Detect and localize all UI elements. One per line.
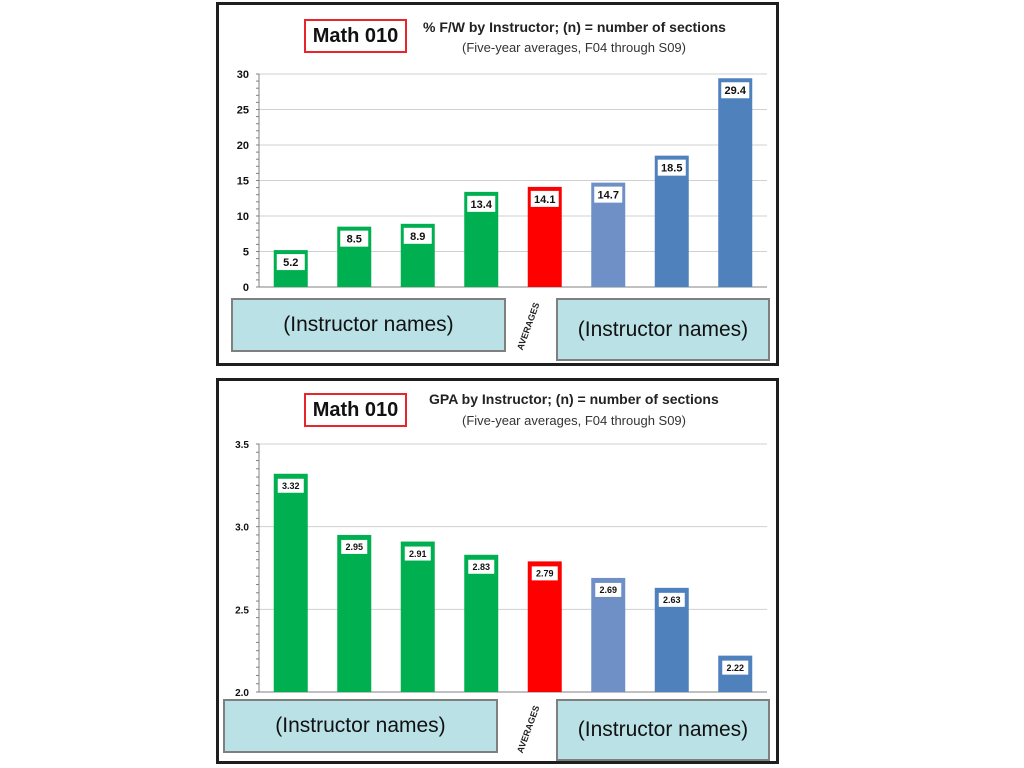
data-label-box xyxy=(719,80,752,101)
data-label: 2.69 xyxy=(599,585,617,595)
chart-subtitle: (Five-year averages, F04 through S09) xyxy=(462,413,686,428)
data-label-box xyxy=(339,537,370,556)
data-label-box xyxy=(529,564,560,583)
fw-bar-chart: 0 5 10 15 20 25 30 5.2 8.5 8.9 13.4 14.1 14.7 18.5 29.… xyxy=(237,69,767,294)
bar xyxy=(464,554,499,692)
data-label-box xyxy=(593,580,624,599)
data-label: 14.1 xyxy=(534,194,555,206)
y-tick-label: 10 xyxy=(237,211,249,223)
chart-title: % F/W by Instructor; (n) = number of sec… xyxy=(423,19,726,35)
y-tick-label: 2.5 xyxy=(235,605,249,616)
left-instructor-names-box: (Instructor names) xyxy=(231,298,506,352)
data-label: 18.5 xyxy=(661,163,682,175)
data-label-box xyxy=(592,184,625,205)
data-label: 2.95 xyxy=(345,542,363,552)
data-label-box xyxy=(720,658,751,677)
data-label-box xyxy=(528,188,561,209)
gpa-chart-panel: Math 010 GPA by Instructor; (n) = number… xyxy=(216,378,779,764)
data-label-box xyxy=(656,590,687,609)
data-label: 5.2 xyxy=(283,257,298,269)
y-tick-label: 5 xyxy=(243,247,249,259)
data-label-box xyxy=(465,193,498,214)
y-tick-label: 15 xyxy=(237,176,249,188)
data-label: 14.7 xyxy=(598,190,619,202)
data-label: 2.91 xyxy=(409,549,427,559)
data-label: 2.63 xyxy=(663,595,681,605)
data-label-box xyxy=(402,544,433,563)
y-tick-label: 0 xyxy=(243,282,249,294)
data-label: 8.5 xyxy=(347,234,362,246)
course-badge: Math 010 xyxy=(304,393,407,427)
data-label-box xyxy=(275,476,306,495)
y-tick-label: 3.5 xyxy=(235,440,249,451)
left-instructor-names-box: (Instructor names) xyxy=(223,699,498,753)
chart-title: GPA by Instructor; (n) = number of secti… xyxy=(429,391,719,407)
right-instructor-names-box: (Instructor names) xyxy=(556,699,770,761)
y-tick-label: 20 xyxy=(237,140,249,152)
gpa-bar-chart: 2.0 2.5 3.0 3.5 3.32 2.95 2.91 2.83 2.79 2.69 2.63… xyxy=(235,440,767,699)
data-label: 2.79 xyxy=(536,569,554,579)
data-label-box xyxy=(466,557,497,576)
course-badge: Math 010 xyxy=(304,19,407,53)
bar xyxy=(337,534,372,692)
data-label: 3.32 xyxy=(282,481,300,491)
data-label-box xyxy=(401,225,434,246)
fw-chart-panel: Math 010 % F/W by Instructor; (n) = numb… xyxy=(216,2,779,366)
data-label-box xyxy=(274,252,307,273)
data-label: 13.4 xyxy=(471,199,493,211)
data-label: 2.22 xyxy=(726,663,744,673)
y-tick-label: 2.0 xyxy=(235,688,249,699)
bar xyxy=(527,561,562,692)
bar xyxy=(273,473,308,692)
bar xyxy=(400,541,435,692)
data-label-box xyxy=(338,228,371,249)
y-tick-label: 25 xyxy=(237,105,249,117)
data-label: 29.4 xyxy=(725,85,747,97)
data-label: 2.83 xyxy=(472,562,490,572)
data-label: 8.9 xyxy=(410,231,425,243)
bar xyxy=(718,78,753,287)
data-label-box xyxy=(655,157,688,178)
right-instructor-names-box: (Instructor names) xyxy=(556,298,770,361)
y-tick-label: 3.0 xyxy=(235,523,249,534)
y-tick-label: 30 xyxy=(237,69,249,81)
chart-subtitle: (Five-year averages, F04 through S09) xyxy=(462,40,686,55)
